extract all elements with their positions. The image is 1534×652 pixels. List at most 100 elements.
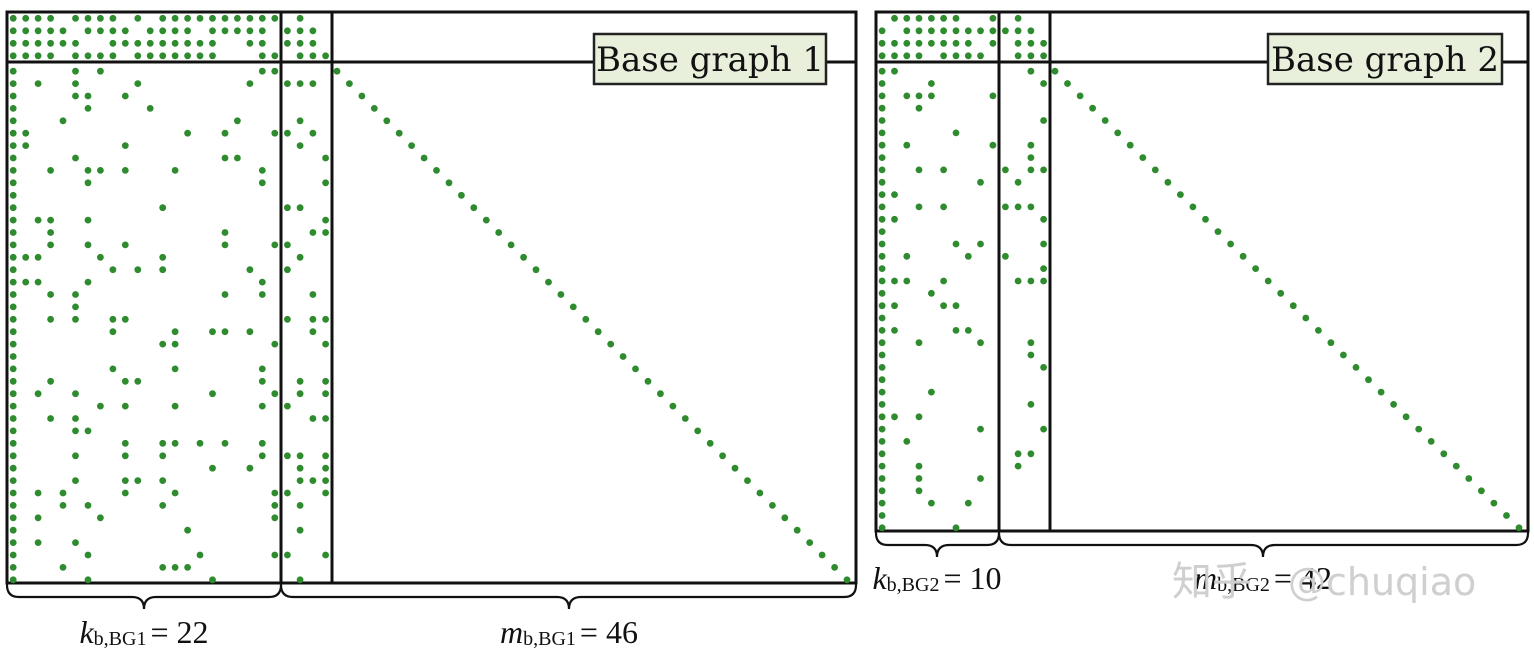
matrix-entry [878, 438, 886, 445]
matrix-entry [59, 39, 67, 47]
matrix-entry [878, 524, 886, 532]
matrix-entry [271, 52, 279, 60]
matrix-entry [284, 402, 291, 410]
matrix-entry [878, 215, 886, 223]
matrix-entry [952, 27, 960, 35]
matrix-entry [47, 52, 54, 60]
matrix-entry [952, 302, 960, 310]
matrix-entry [309, 129, 317, 137]
matrix-entry [309, 328, 317, 336]
matrix-entry [9, 241, 17, 249]
matrix-entry [878, 450, 886, 458]
matrix-entry [47, 27, 54, 35]
matrix-entry [271, 67, 279, 75]
matrix-entry [84, 179, 92, 187]
matrix-entry [964, 252, 972, 260]
matrix-entry [977, 475, 984, 482]
matrix-entry [9, 551, 17, 559]
matrix-entry [221, 154, 229, 162]
matrix-entry [296, 117, 304, 125]
diagonal-entry [756, 489, 764, 497]
matrix-entry [964, 327, 972, 334]
matrix-entry [878, 203, 886, 211]
matrix-entry [121, 92, 129, 100]
matrix-entry [9, 402, 17, 410]
matrix-entry [9, 129, 17, 137]
diagonal-entry [545, 278, 552, 286]
matrix-entry [171, 489, 179, 497]
matrix-entry [246, 39, 254, 47]
matrix-entry [9, 377, 17, 385]
diagonal-entry [1164, 178, 1172, 186]
m-value: = 46 [580, 614, 638, 650]
matrix-entry [1040, 364, 1047, 371]
matrix-entry [34, 390, 42, 398]
matrix-entry [59, 27, 67, 35]
matrix-entry [9, 415, 17, 422]
diagonal-entry [594, 328, 602, 336]
diagonal-entry [706, 439, 714, 447]
matrix-entry [9, 539, 17, 546]
diagonal-entry [445, 179, 453, 187]
matrix-entry [209, 27, 216, 35]
matrix-entry [271, 502, 279, 509]
diagonal-entry [1214, 228, 1222, 236]
diagonal-entry [1202, 215, 1209, 223]
matrix-entry [9, 353, 17, 360]
matrix-entry [84, 105, 92, 112]
matrix-entry [159, 253, 167, 261]
matrix-entry [9, 253, 17, 261]
matrix-entry [234, 154, 241, 162]
matrix-entry [940, 203, 947, 211]
diagonal-entry [1315, 327, 1322, 334]
matrix-entry [977, 27, 984, 35]
k-subscript: b,BG2 [887, 574, 940, 596]
matrix-entry [1040, 166, 1047, 174]
matrix-entry [159, 27, 167, 35]
matrix-entry [891, 39, 898, 47]
matrix-entry [121, 439, 129, 447]
matrix-entry [258, 278, 266, 286]
diagonal-entry [1415, 425, 1423, 433]
matrix-entry [284, 80, 291, 87]
matrix-entry [903, 277, 911, 285]
matrix-entry [34, 52, 42, 60]
matrix-entry [184, 564, 192, 571]
matrix-entry [234, 117, 241, 125]
matrix-entry [891, 52, 898, 60]
matrix-entry [84, 52, 92, 60]
matrix-entry [878, 462, 886, 470]
matrix-entry [1014, 27, 1022, 35]
matrix-entry [322, 452, 329, 460]
matrix-entry [1014, 39, 1022, 47]
matrix-entry [9, 27, 17, 35]
matrix-entry [22, 278, 30, 286]
diagonal-entry [1503, 512, 1510, 519]
matrix-entry [878, 265, 886, 272]
diagonal-entry [1289, 302, 1297, 310]
matrix-entry [121, 167, 129, 174]
matrix-entry [903, 141, 911, 149]
matrix-entry [171, 402, 179, 410]
diagonal-entry [507, 241, 515, 249]
matrix-entry [72, 52, 79, 60]
k-value: = 22 [150, 614, 208, 650]
matrix-entry [1002, 203, 1009, 211]
matrix-entry [271, 489, 279, 497]
matrix-entry [915, 487, 923, 495]
matrix-entry [246, 464, 254, 472]
matrix-entry [284, 27, 291, 35]
diagonal-entry [1139, 154, 1147, 162]
matrix-entry [9, 328, 17, 336]
matrix-entry [9, 191, 17, 199]
matrix-entry [322, 52, 329, 60]
matrix-entry [284, 452, 291, 460]
matrix-entry [1027, 27, 1035, 35]
m-brace [997, 531, 1530, 558]
matrix-entry [72, 427, 79, 435]
matrix-entry [1014, 277, 1022, 285]
matrix-entry [940, 52, 947, 60]
k-symbol: k [872, 560, 887, 596]
matrix-entry [84, 241, 92, 249]
